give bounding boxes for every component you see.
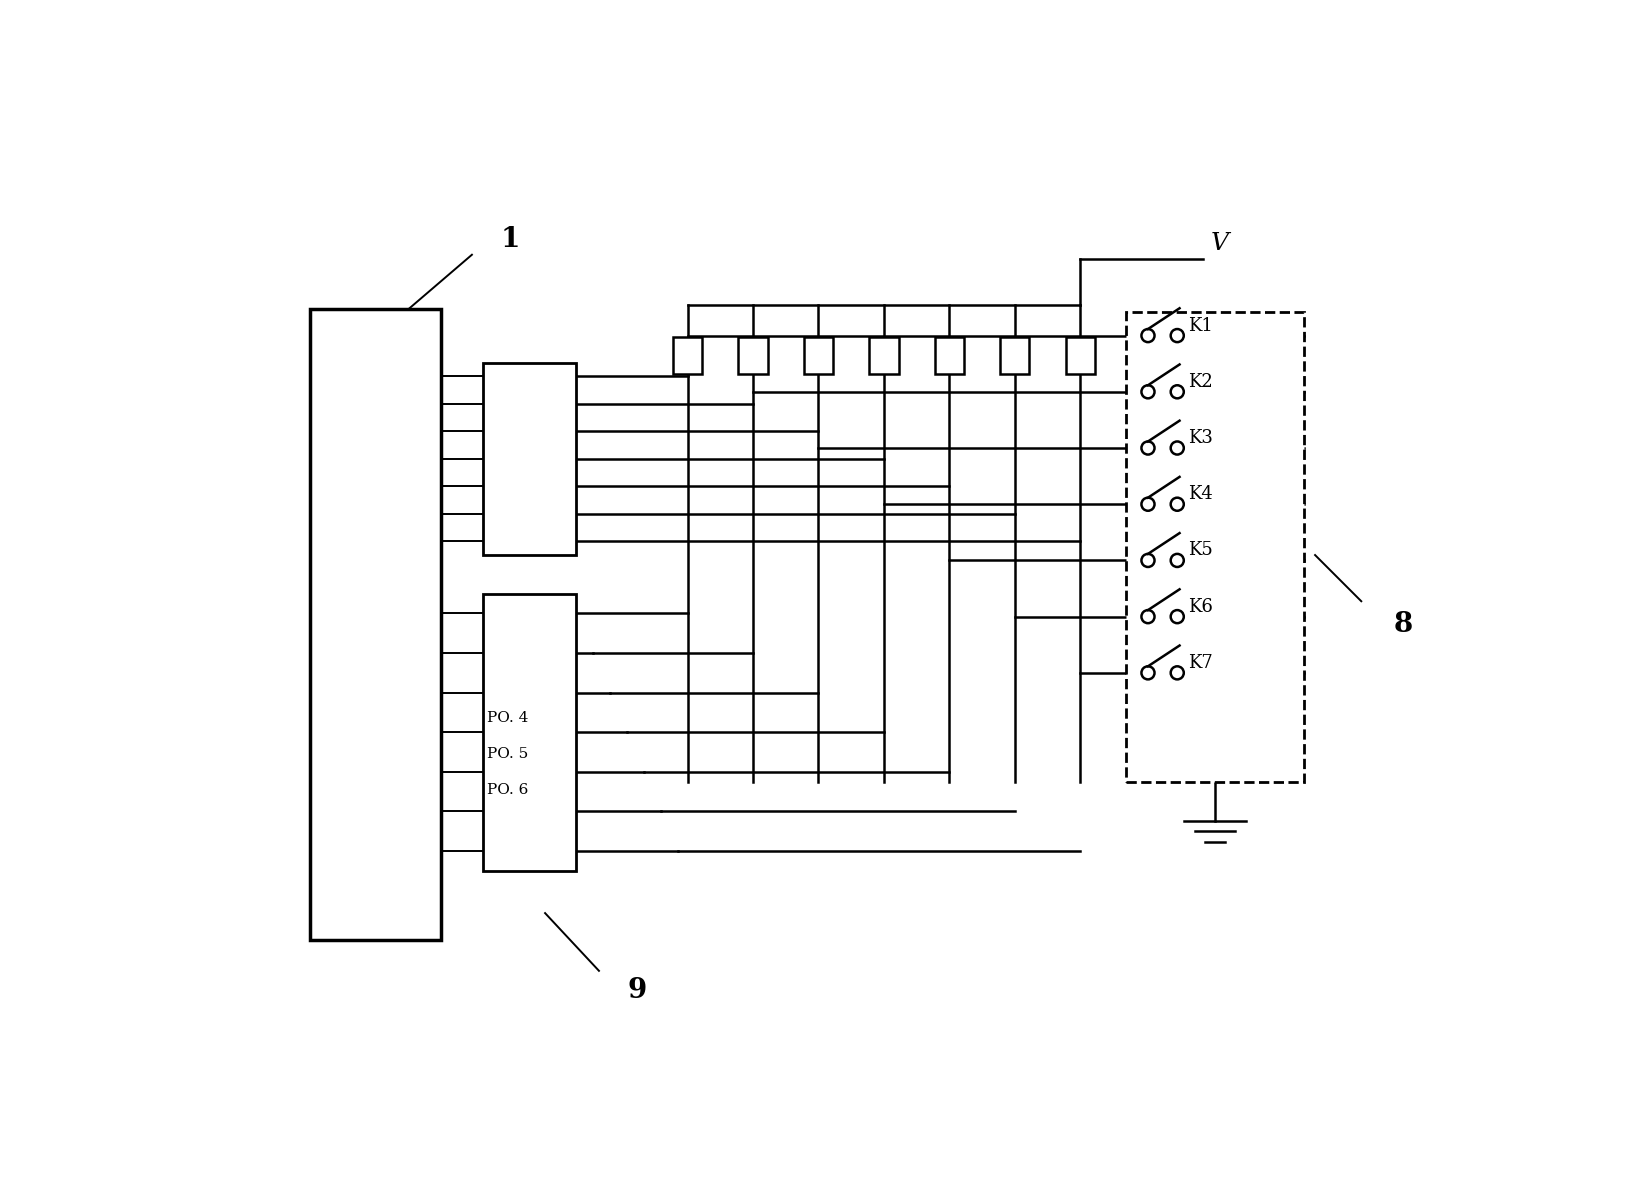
Text: K5: K5 [1188, 542, 1213, 560]
Bar [1066, 337, 1094, 374]
Text: PO. 5: PO. 5 [488, 747, 529, 761]
Text: K2: K2 [1188, 372, 1213, 391]
Bar [934, 337, 964, 374]
Bar [483, 593, 575, 871]
Bar [804, 337, 832, 374]
Text: K7: K7 [1188, 653, 1213, 671]
Bar [672, 337, 702, 374]
Text: K6: K6 [1188, 598, 1213, 616]
Text: 9: 9 [628, 976, 648, 1003]
Text: 1: 1 [501, 225, 521, 253]
Bar [310, 308, 442, 940]
Bar [483, 363, 575, 555]
Text: K4: K4 [1188, 485, 1213, 503]
Text: K3: K3 [1188, 429, 1213, 447]
Text: PO. 6: PO. 6 [488, 783, 529, 797]
Bar [1000, 337, 1030, 374]
Bar [868, 337, 898, 374]
Bar [738, 337, 768, 374]
Bar [1127, 312, 1304, 783]
Text: V: V [1211, 231, 1229, 255]
Text: K1: K1 [1188, 317, 1213, 334]
Text: 8: 8 [1394, 611, 1414, 638]
Text: PO. 4: PO. 4 [488, 712, 529, 726]
